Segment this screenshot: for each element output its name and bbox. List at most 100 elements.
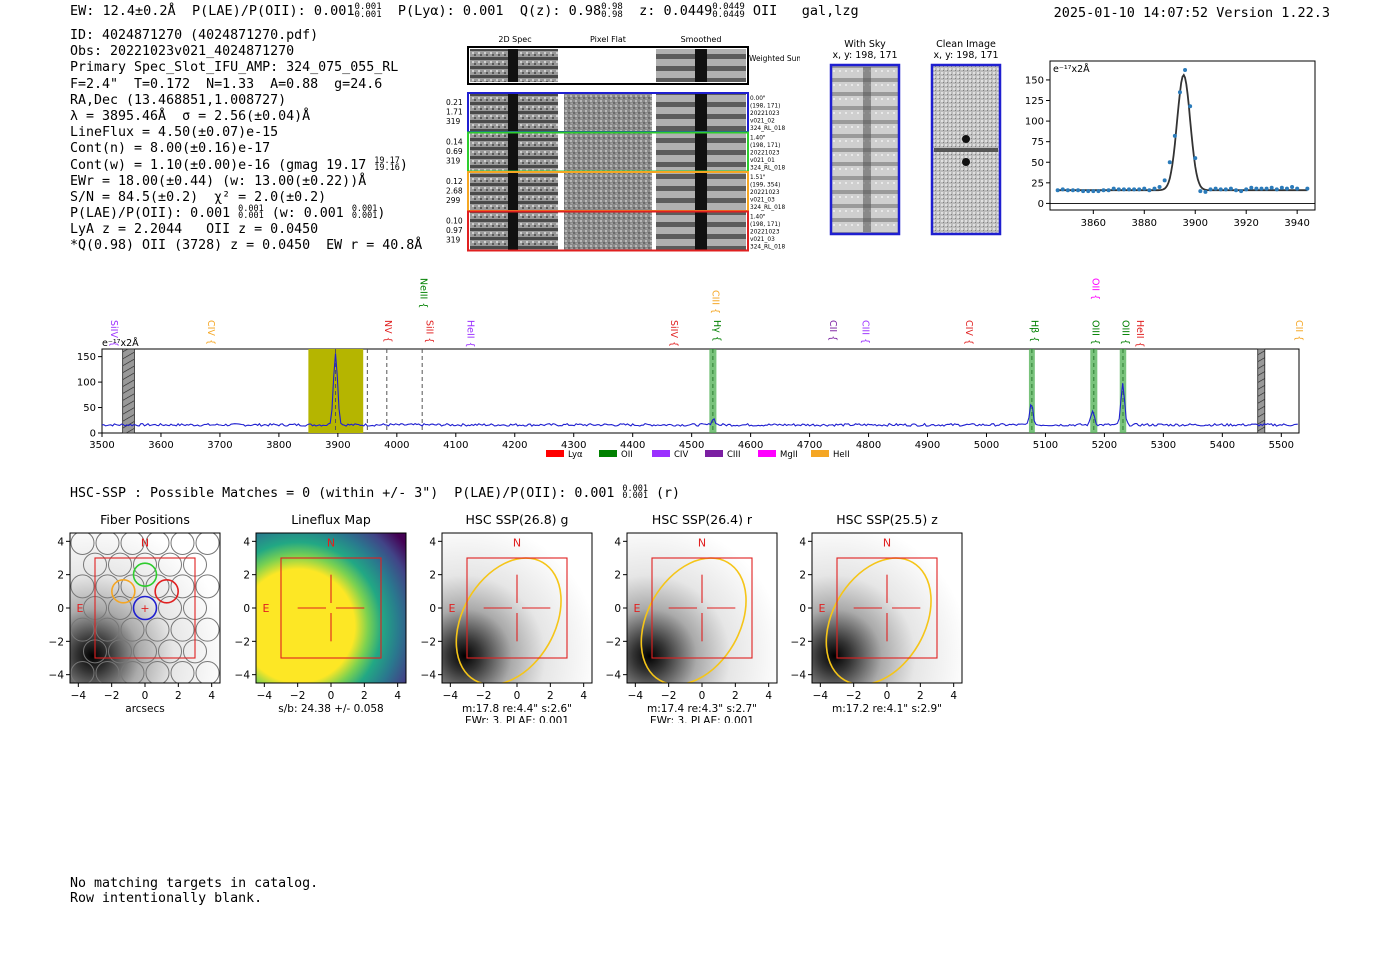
legend-label: HeII [833, 450, 850, 460]
east-label: E [263, 602, 270, 615]
zoom-data-point [1121, 187, 1126, 192]
aperture-box [280, 557, 382, 659]
panel-xtick-label: 2 [917, 690, 924, 702]
fiber [195, 533, 220, 555]
zoom-ytick-label: 25 [1031, 178, 1044, 189]
panel-ytick-label: 0 [799, 603, 806, 615]
zoom-data-point [1203, 189, 1208, 194]
cutout-weight: 319 [446, 236, 461, 245]
info-fwhm: F=2.4" T=0.172 N=1.33 A=0.88 g=24.6 [70, 76, 383, 92]
aperture-box [94, 557, 196, 659]
fiber [158, 639, 182, 664]
plae-lo: 0.001 [354, 10, 382, 20]
zoom-data-point [1290, 184, 1295, 189]
spectrum-xtick-label: 5300 [1151, 440, 1176, 451]
z-value: 0.0449 [663, 3, 713, 19]
cutout-weight: 0.69 [446, 147, 463, 156]
fiber [95, 533, 120, 555]
zoom-data-point [1096, 189, 1101, 194]
panel-xtick-label: −4 [628, 690, 644, 702]
line-zoom-chart: 0 25 50 75 100 125 150 3860 3880 3900 3920 3940 e⁻¹⁷… [1025, 60, 1316, 229]
panel-ytick-label: 0 [57, 603, 64, 615]
line-label: NV { [382, 320, 393, 343]
cutout-meta: (198, 171) [750, 104, 780, 110]
spectrum-ytick-label: 150 [77, 352, 96, 363]
panel-title: HSC SSP(25.5) z [836, 512, 938, 527]
summary-header: EW: 12.4±0.2Å P(LAE)/P(OII): 0.0010.001 0… [70, 2, 859, 20]
north-label: N [327, 536, 335, 549]
spectrum-ytick-label: 50 [83, 403, 96, 414]
zoom-units: e⁻¹⁷x2Å [1053, 63, 1090, 75]
info-id: ID: 4024871270 (4024871270.pdf) [70, 28, 319, 43]
zoom-data-point [1269, 185, 1274, 190]
fiber [108, 596, 132, 620]
line-label-text: HeII { [1134, 320, 1145, 348]
line-label-text: Hβ { [1028, 320, 1039, 342]
panel-hsc: HSC SSP(26.4) r N E −4 −4 −2 −2 0 0 2 2 4 4 m:17.4 re… [606, 512, 778, 723]
legend-label: OII [621, 450, 633, 460]
panel-title: HSC SSP(26.8) g [466, 512, 569, 527]
line-label: HeII { [1134, 320, 1145, 348]
fiber [133, 639, 157, 664]
info-plae-w: (w: 0.001 [271, 206, 344, 222]
plae-label: P(LAE)/P(OII): [191, 3, 306, 19]
zoom-data-point [1126, 187, 1131, 192]
cutout-meta: 20221023 [750, 151, 780, 157]
ew-text: EW: 12.4±0.2Å [70, 3, 176, 19]
z-lo: 0.0449 [712, 10, 745, 20]
spectrum-xtick-label: 4800 [856, 440, 881, 451]
masked-region [1257, 348, 1266, 434]
panel-xtick-label: 4 [580, 690, 587, 702]
zoom-xtick-label: 3940 [1284, 218, 1309, 229]
cutout-meta: 1.40" [750, 215, 766, 221]
classification: gal,lzg [801, 3, 859, 19]
spectrum-xtick-label: 5100 [1033, 440, 1058, 451]
spectrum-xtick-label: 3900 [325, 440, 350, 451]
fiber [70, 661, 95, 683]
east-label: E [634, 602, 641, 615]
fiber-highlight [154, 579, 179, 604]
cutout-weight: 0.12 [446, 177, 463, 186]
zoom-data-point [1223, 187, 1228, 192]
zoom-data-point [1152, 186, 1157, 191]
fiber [170, 533, 195, 555]
datetime-version: 2025-01-10 14:07:52 Version 1.22.3 [1054, 5, 1330, 21]
aperture-box [651, 557, 753, 659]
panel-xtick-label: 2 [547, 690, 554, 702]
panel-ytick-label: −4 [421, 670, 437, 682]
zoom-data-point [1137, 187, 1142, 192]
zoom-data-point [1065, 188, 1070, 193]
fiber [145, 617, 170, 642]
aperture-box [466, 557, 568, 659]
zoom-data-point [1162, 178, 1167, 183]
sky-images: With Sky x, y: 198, 171 Clean Image x, y… [829, 39, 1002, 236]
legend-label: CIV [674, 450, 688, 460]
cutout-meta: 324_RL_018 [750, 126, 785, 132]
spectrum-ytick-label: 100 [77, 378, 96, 389]
z-hi: 0.0449 [712, 2, 745, 12]
gmag-lo: 19.16 [374, 162, 400, 173]
panel-flux: Lineflux Map N E −4 −4 −2 −2 0 0 2 2 4 4 s/b: 24.38 +… [235, 512, 407, 715]
cutout-meta: v021_02 [750, 119, 775, 125]
panel-xtick-label: 0 [699, 690, 706, 702]
with-sky-xy: x, y: 198, 171 [832, 50, 897, 61]
clean-xy: x, y: 198, 171 [933, 50, 998, 61]
plya-value: 0.001 [462, 3, 504, 19]
line-label-text: CIV { [205, 320, 216, 345]
full-spectrum-chart: 0 50 100 150 3500 3600 3700 3800 3900 4000 4100 420… [77, 278, 1304, 460]
spectrum-xtick-label: 5500 [1269, 440, 1294, 451]
spectrum-legend: Lyα OII CIV CIII MgII HeII [546, 450, 850, 460]
info-plae-lo: 0.001 [238, 211, 264, 222]
fiber-highlight [132, 595, 158, 621]
zoom-data-point [1183, 68, 1188, 73]
galaxy-aperture [455, 557, 562, 683]
hsc-hi: 0.001 [622, 484, 648, 494]
cutout-weight: 319 [446, 157, 461, 166]
line-label-text: NV { [382, 320, 393, 343]
plae-value: 0.001 [313, 3, 355, 19]
line-label-text: CIII { [709, 290, 720, 314]
cutout-frame [467, 210, 749, 252]
fiber [120, 533, 145, 555]
